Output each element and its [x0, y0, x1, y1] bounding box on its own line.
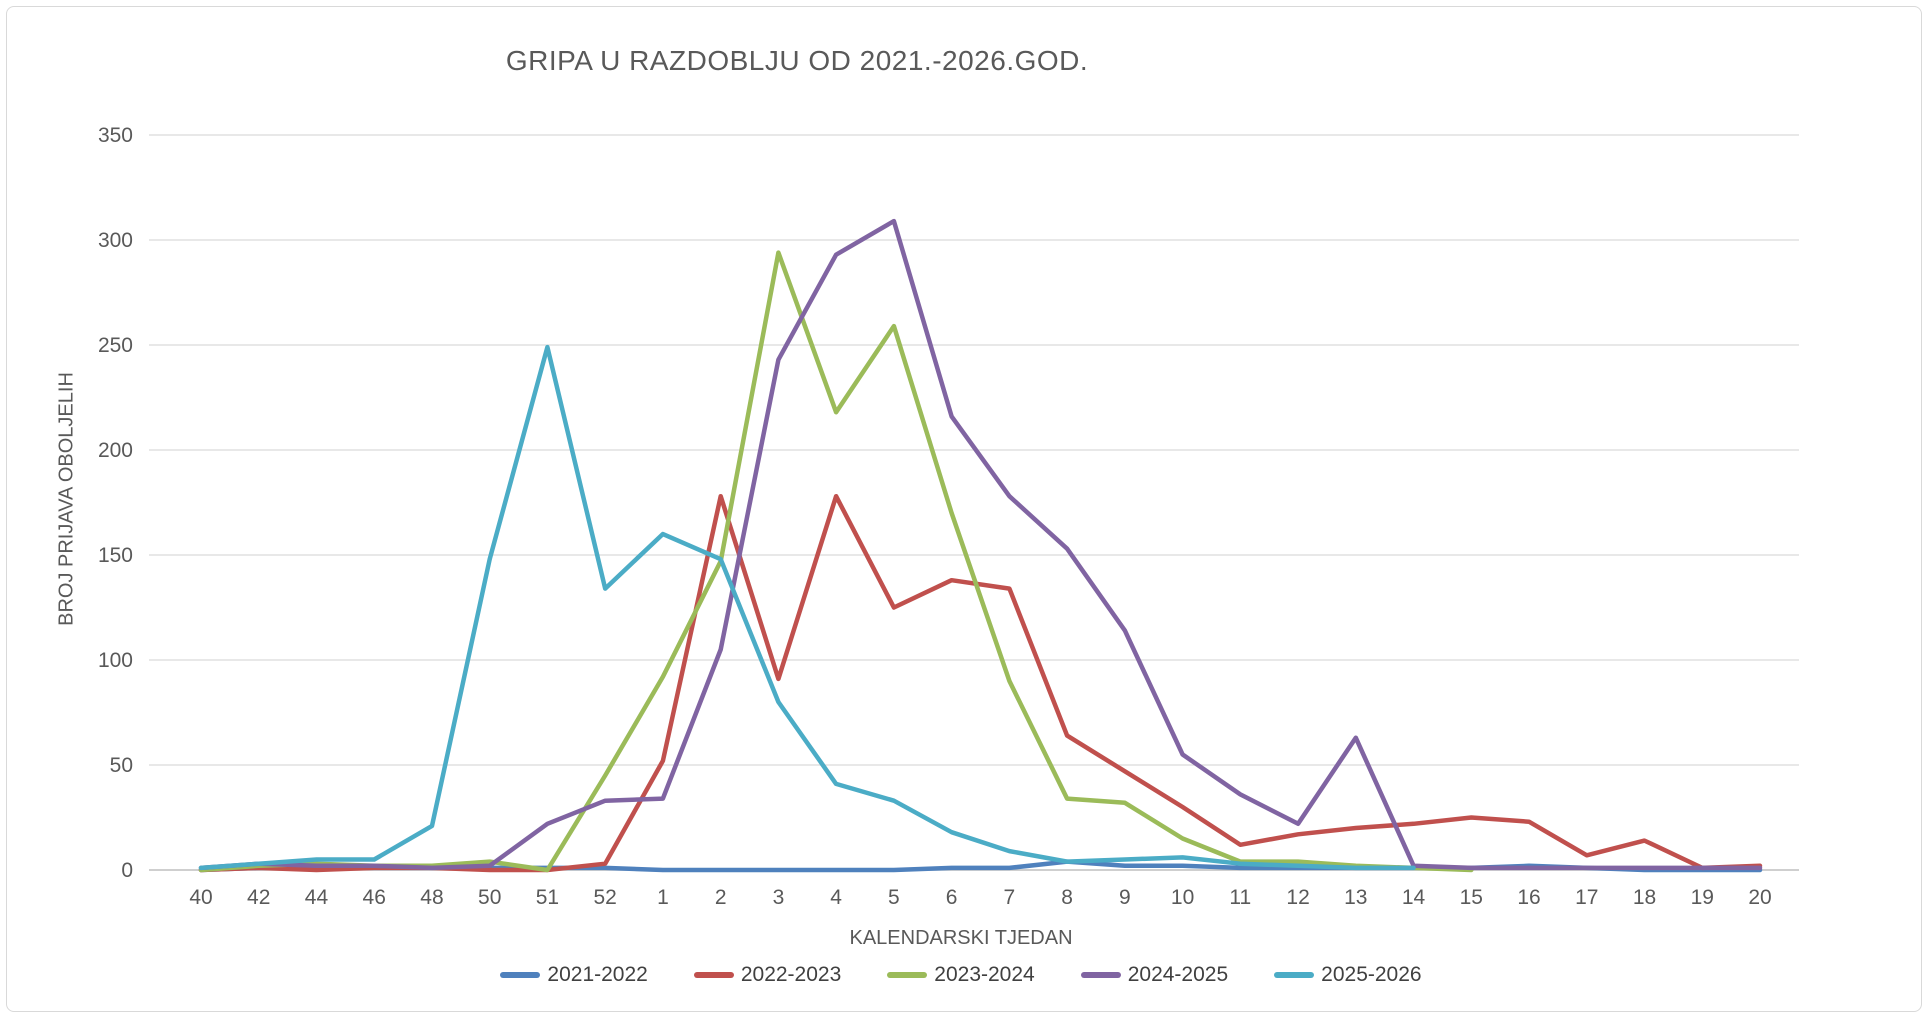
legend-swatch-2025-2026 [1274, 972, 1315, 978]
legend-item-2025-2026: 2025-2026 [1274, 963, 1422, 987]
x-tick-label: 3 [773, 886, 785, 909]
x-tick-label: 50 [478, 886, 501, 909]
legend-item-2021-2022: 2021-2022 [500, 963, 648, 987]
series-line-2025-2026 [198, 344, 1416, 871]
chart-frame: GRIPA U RAZDOBLJU OD 2021.-2026.GOD. BRO… [6, 6, 1922, 1012]
x-tick-label: 6 [946, 886, 958, 909]
x-tick-label: 18 [1633, 886, 1656, 909]
y-tick-label: 50 [110, 754, 133, 777]
legend-label: 2023-2024 [934, 963, 1035, 986]
x-tick-label: 10 [1171, 886, 1194, 909]
legend-label: 2025-2026 [1321, 963, 1422, 986]
x-tick-label: 5 [888, 886, 900, 909]
x-tick-label: 52 [594, 886, 617, 909]
legend: 2021-2022 2022-2023 2023-2024 2024-2025 2025… [7, 963, 1915, 987]
x-tick-label: 44 [305, 886, 329, 909]
legend-swatch-2024-2025 [1080, 972, 1121, 978]
legend-swatch-2022-2023 [693, 972, 734, 978]
y-tick-label: 200 [98, 439, 133, 462]
y-tick-label: 100 [98, 649, 133, 672]
x-tick-label: 4 [830, 886, 842, 909]
x-tick-label: 19 [1691, 886, 1714, 909]
y-tick-label: 350 [98, 124, 133, 147]
legend-item-2022-2023: 2022-2023 [693, 963, 842, 987]
y-tick-label: 0 [121, 859, 133, 882]
legend-item-2024-2025: 2024-2025 [1080, 963, 1229, 987]
x-tick-label: 16 [1517, 886, 1540, 909]
legend-item-2023-2024: 2023-2024 [887, 963, 1035, 987]
x-tick-label: 13 [1344, 886, 1367, 909]
legend-label: 2021-2022 [547, 963, 648, 986]
y-tick-label: 250 [98, 334, 133, 357]
x-tick-label: 2 [715, 886, 727, 909]
x-tick-label: 40 [189, 886, 212, 909]
x-tick-label: 1 [657, 886, 669, 909]
legend-label: 2024-2025 [1127, 963, 1229, 986]
x-axis-title: KALENDARSKI TJEDAN [849, 927, 1073, 949]
x-tick-label: 15 [1460, 886, 1483, 909]
x-tick-label: 7 [1004, 886, 1016, 909]
x-tick-label: 46 [363, 886, 386, 909]
legend-swatch-2023-2024 [887, 972, 928, 978]
x-tick-label: 11 [1229, 886, 1251, 909]
x-tick-label: 14 [1402, 886, 1426, 909]
y-tick-label: 150 [98, 544, 133, 567]
legend-label: 2022-2023 [740, 963, 842, 986]
y-tick-label: 300 [98, 229, 133, 252]
x-tick-label: 20 [1748, 886, 1771, 909]
x-tick-label: 51 [536, 886, 559, 909]
x-tick-label: 9 [1119, 886, 1131, 909]
x-tick-label: 17 [1575, 886, 1598, 909]
x-tick-label: 12 [1286, 886, 1309, 909]
x-tick-label: 8 [1061, 886, 1073, 909]
x-tick-label: 42 [247, 886, 270, 909]
x-tick-label: 48 [420, 886, 443, 909]
chart-title: GRIPA U RAZDOBLJU OD 2021.-2026.GOD. [505, 45, 1089, 76]
legend-swatch-2021-2022 [500, 972, 541, 978]
series-line-2024-2025 [198, 218, 1763, 871]
